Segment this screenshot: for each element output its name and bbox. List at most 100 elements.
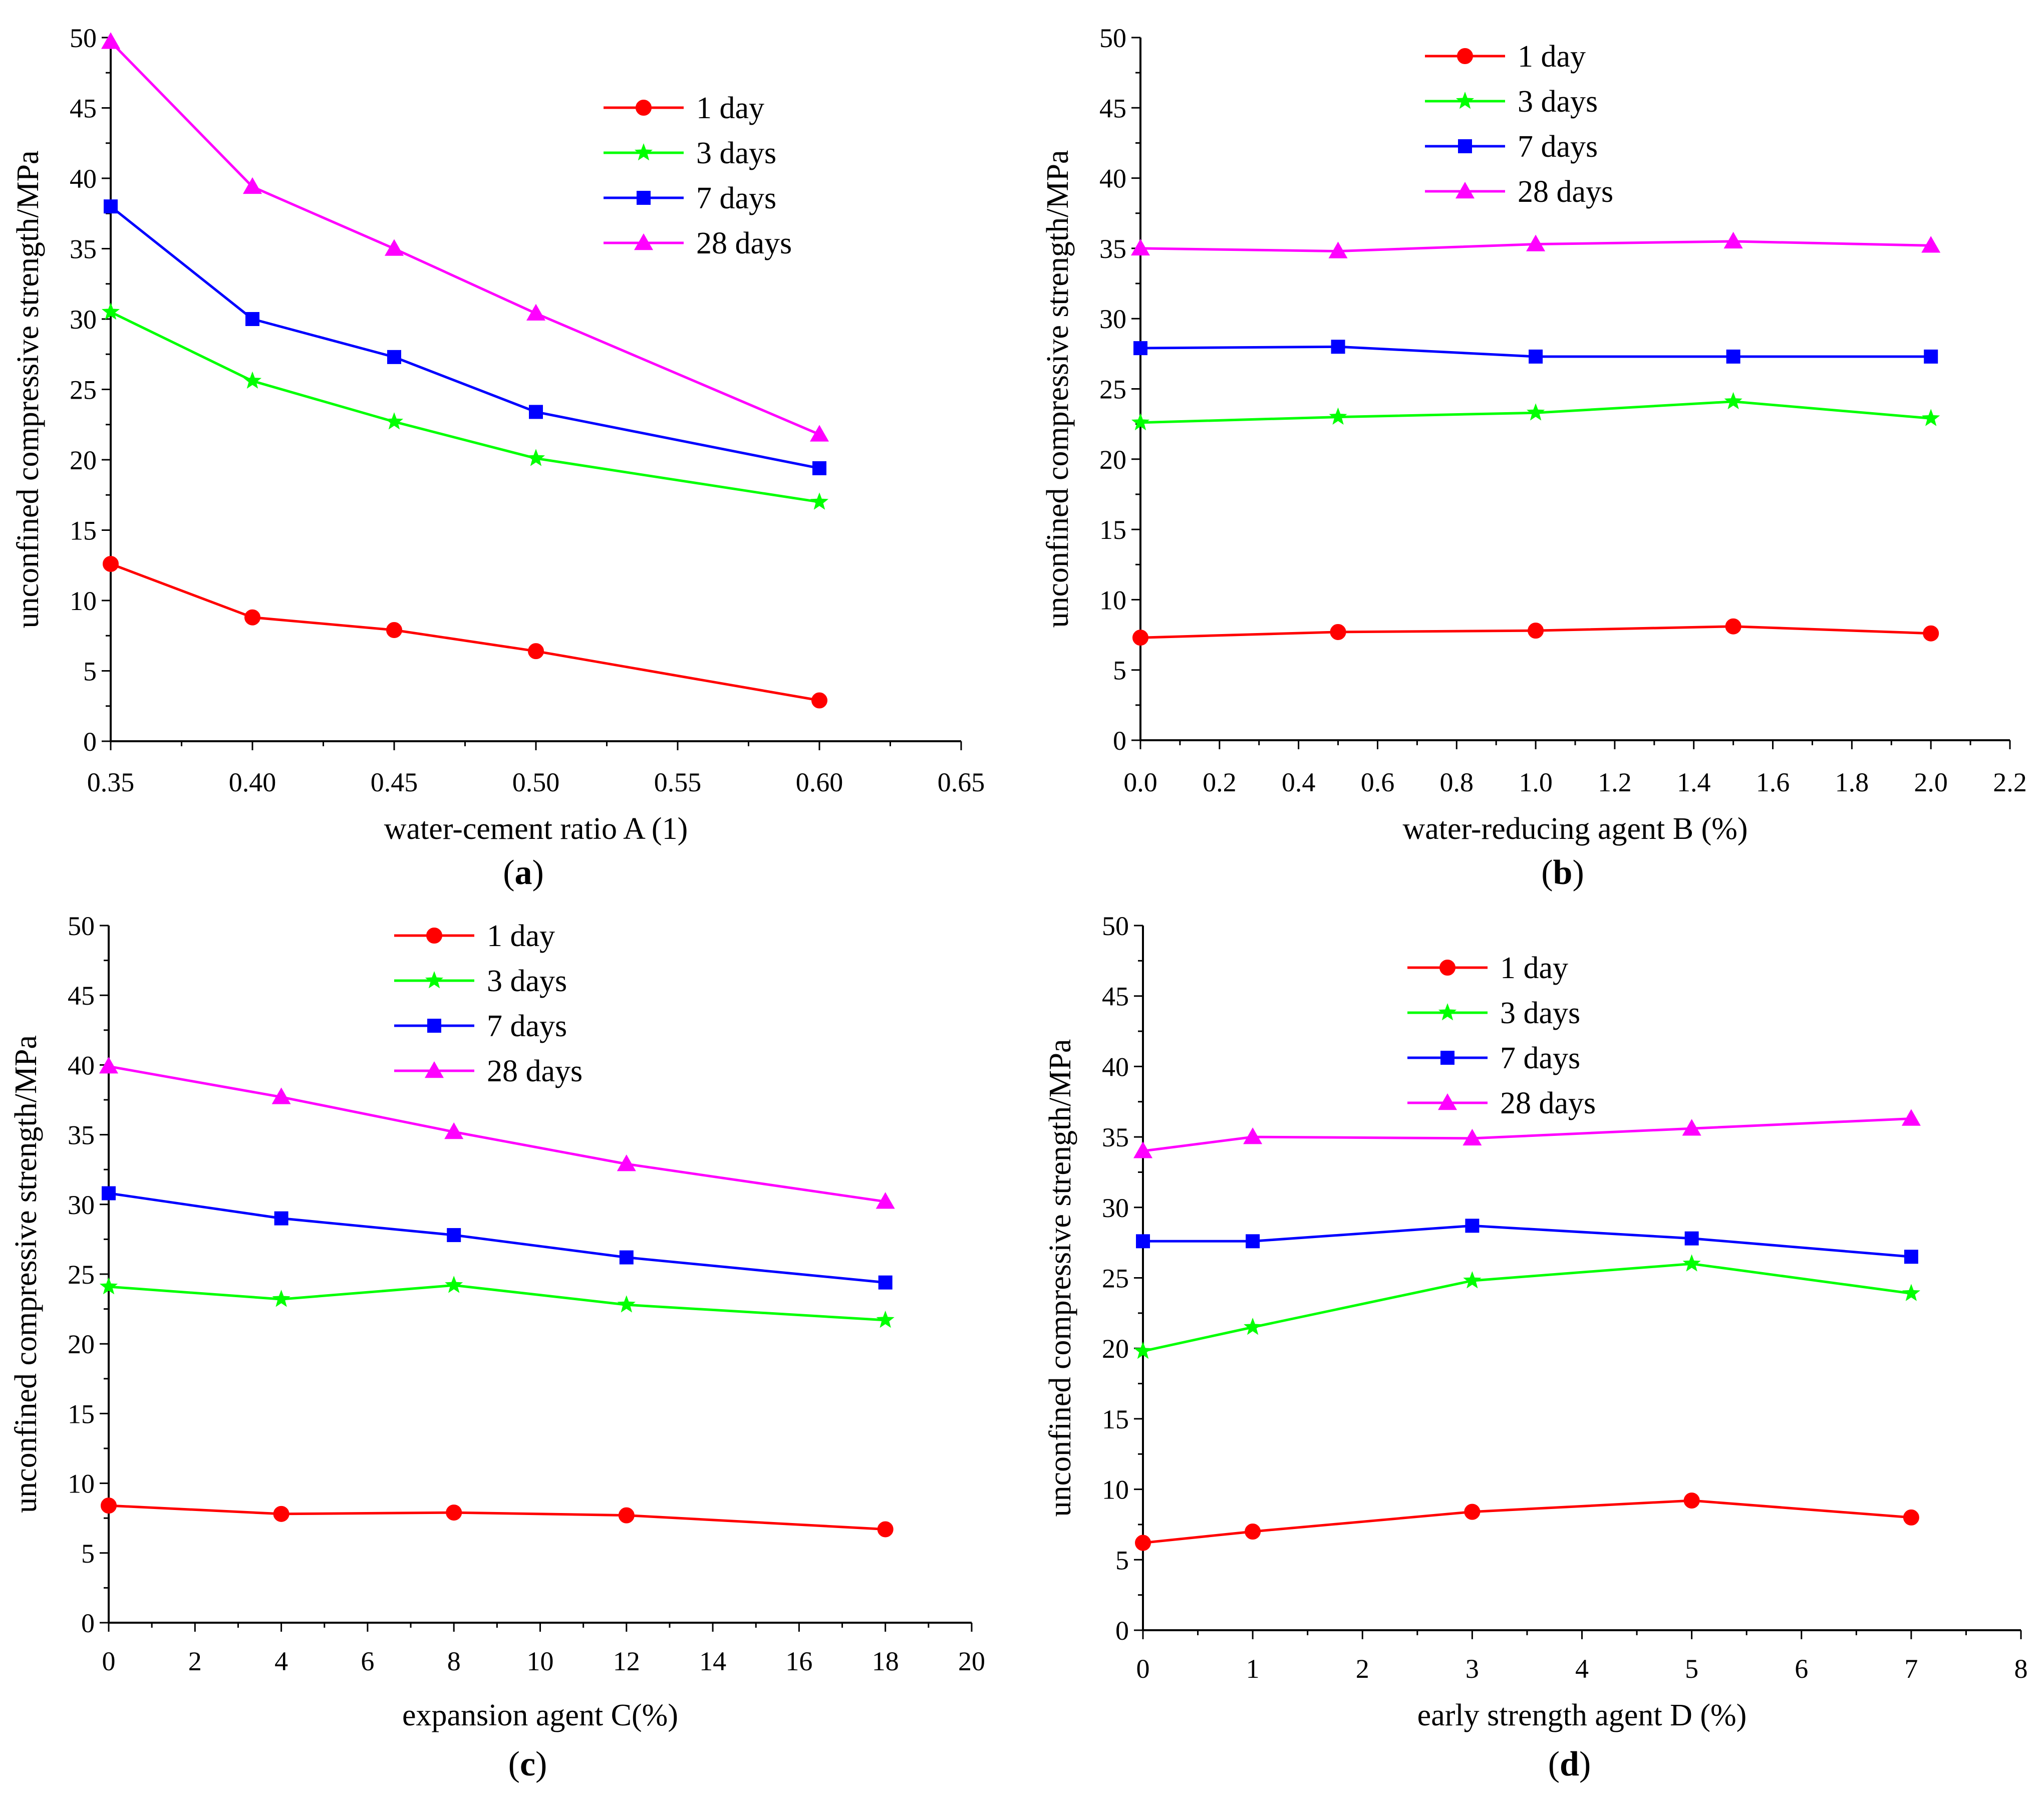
y-tick-label: 35 bbox=[70, 234, 97, 264]
data-point bbox=[875, 1192, 895, 1209]
data-point bbox=[617, 1295, 636, 1313]
x-tick-label: 12 bbox=[613, 1646, 640, 1676]
series-line bbox=[110, 311, 820, 503]
data-point bbox=[1924, 349, 1938, 364]
data-point bbox=[1529, 349, 1543, 364]
legend-label: 1 day bbox=[1518, 40, 1586, 74]
legend-marker bbox=[425, 1061, 444, 1078]
y-tick-label: 0 bbox=[1115, 1616, 1129, 1646]
legend-label: 7 days bbox=[1500, 1041, 1580, 1075]
data-point bbox=[1245, 1524, 1261, 1540]
legend-label: 3 days bbox=[696, 136, 776, 170]
x-tick-label: 3 bbox=[1466, 1654, 1479, 1684]
legend-marker bbox=[427, 1019, 441, 1033]
series-line bbox=[1142, 1117, 1912, 1152]
y-tick-label: 50 bbox=[68, 911, 95, 941]
x-tick-label: 7 bbox=[1904, 1654, 1918, 1684]
x-tick-label: 2.0 bbox=[1914, 767, 1948, 797]
data-point bbox=[1528, 623, 1544, 639]
data-point bbox=[1331, 340, 1345, 354]
data-point bbox=[1131, 413, 1150, 431]
data-point bbox=[243, 177, 262, 194]
data-point bbox=[1921, 236, 1941, 253]
x-tick-label: 1.0 bbox=[1519, 767, 1553, 797]
data-point bbox=[1726, 349, 1740, 364]
x-tick-label: 20 bbox=[958, 1646, 985, 1676]
data-point bbox=[1682, 1119, 1701, 1136]
data-point bbox=[1136, 1234, 1150, 1249]
data-point bbox=[1725, 618, 1741, 635]
y-axis-title: unconfined compressive strength/MPa bbox=[11, 151, 45, 629]
x-tick-label: 1 bbox=[1246, 1654, 1260, 1684]
data-point bbox=[1328, 241, 1348, 258]
data-point bbox=[1724, 392, 1742, 410]
data-point bbox=[810, 425, 829, 442]
data-point bbox=[1527, 403, 1545, 421]
x-tick-label: 16 bbox=[785, 1646, 812, 1676]
y-tick-label: 35 bbox=[1102, 1122, 1129, 1152]
x-tick-label: 0.35 bbox=[87, 767, 135, 797]
x-tick-label: 2 bbox=[188, 1646, 202, 1676]
y-tick-label: 35 bbox=[68, 1120, 95, 1150]
series-line bbox=[110, 562, 820, 702]
legend-marker bbox=[634, 143, 653, 161]
data-point bbox=[528, 643, 544, 660]
data-point bbox=[1133, 1341, 1152, 1359]
legend-label: 7 days bbox=[487, 1009, 567, 1043]
x-tick-label: 0 bbox=[102, 1646, 116, 1676]
y-tick-label: 5 bbox=[81, 1539, 95, 1569]
data-point bbox=[101, 303, 120, 320]
series-line bbox=[108, 1284, 886, 1322]
x-tick-label: 18 bbox=[872, 1646, 899, 1676]
y-tick-label: 15 bbox=[1102, 1404, 1129, 1434]
legend-marker bbox=[634, 233, 653, 250]
data-point bbox=[1463, 1128, 1482, 1146]
y-axis-title: unconfined compressive strength/MPa bbox=[1041, 150, 1075, 628]
y-tick-label: 20 bbox=[1102, 1334, 1129, 1364]
series-line bbox=[108, 1192, 886, 1284]
data-point bbox=[1330, 624, 1346, 640]
y-axis-title: unconfined compressive strength/MPa bbox=[1043, 1039, 1077, 1517]
x-tick-label: 0.0 bbox=[1123, 767, 1157, 797]
data-point bbox=[387, 350, 401, 364]
data-point bbox=[1246, 1234, 1260, 1249]
data-point bbox=[1903, 1509, 1919, 1526]
x-tick-label: 0.65 bbox=[938, 767, 985, 797]
x-axis-title: expansion agent C(%) bbox=[402, 1698, 678, 1732]
data-point bbox=[445, 1276, 463, 1293]
data-point bbox=[444, 1122, 464, 1139]
x-axis-title: water-reducing agent B (%) bbox=[1402, 812, 1747, 846]
data-point bbox=[877, 1521, 894, 1538]
y-tick-label: 25 bbox=[68, 1260, 95, 1290]
data-point bbox=[618, 1507, 635, 1524]
y-tick-label: 45 bbox=[1099, 93, 1126, 123]
x-tick-label: 0.4 bbox=[1282, 767, 1316, 797]
y-tick-label: 5 bbox=[83, 657, 97, 687]
y-tick-label: 5 bbox=[1115, 1545, 1129, 1575]
data-point bbox=[104, 199, 118, 214]
x-tick-label: 1.6 bbox=[1756, 767, 1790, 797]
data-point bbox=[1901, 1109, 1921, 1126]
data-point bbox=[1465, 1219, 1480, 1233]
x-tick-label: 0 bbox=[1136, 1654, 1150, 1684]
legend-label: 1 day bbox=[1500, 951, 1568, 985]
legend-marker bbox=[1438, 1003, 1457, 1021]
legend-marker bbox=[1455, 92, 1475, 109]
data-point bbox=[619, 1250, 634, 1265]
data-point bbox=[526, 304, 545, 321]
y-axis-title: unconfined compressive strength/MPa bbox=[9, 1035, 43, 1513]
data-point bbox=[1923, 625, 1939, 642]
series-line bbox=[108, 1504, 886, 1531]
x-tick-label: 2.2 bbox=[1993, 767, 2027, 797]
panel-label: (c) bbox=[508, 1745, 547, 1783]
data-point bbox=[1131, 238, 1150, 256]
legend: 1 day 3 days 7 days 28 days bbox=[604, 91, 792, 260]
x-tick-label: 5 bbox=[1685, 1654, 1698, 1684]
legend: 1 day 3 days 7 days 28 days bbox=[1407, 951, 1596, 1120]
data-point bbox=[529, 405, 543, 419]
y-tick-label: 15 bbox=[1099, 515, 1126, 545]
data-point bbox=[101, 32, 120, 49]
y-tick-label: 0 bbox=[81, 1608, 95, 1638]
y-tick-label: 5 bbox=[1113, 656, 1126, 686]
y-tick-label: 0 bbox=[83, 727, 97, 757]
